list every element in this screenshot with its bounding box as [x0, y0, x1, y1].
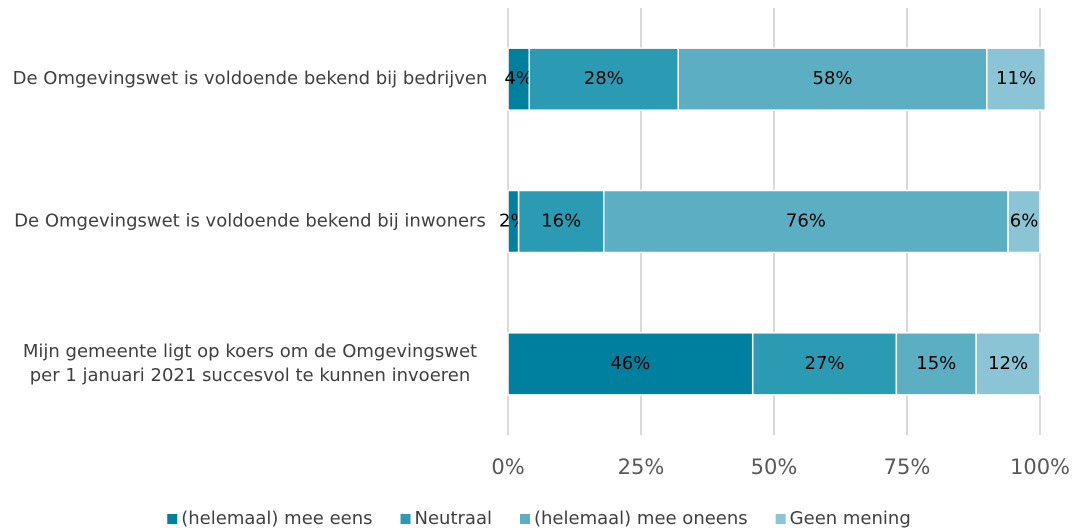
- data-label: 11%: [996, 68, 1036, 89]
- x-tick-label: 75%: [884, 455, 931, 479]
- data-label: 28%: [584, 68, 624, 89]
- data-label: 27%: [805, 353, 845, 374]
- data-label: 46%: [610, 353, 650, 374]
- legend-swatch: [400, 514, 411, 524]
- legend-swatch: [775, 514, 786, 524]
- legend-swatch: [519, 514, 530, 524]
- category-label: Mijn gemeente ligt op koers om de Omgevi…: [23, 341, 477, 386]
- data-label: 15%: [916, 353, 956, 374]
- bar-segment: [975, 332, 1041, 396]
- data-label: 6%: [1010, 211, 1039, 232]
- bar-segment: [603, 189, 1009, 254]
- legend-item: Neutraal: [400, 508, 492, 529]
- data-label: 76%: [786, 211, 826, 232]
- legend-item: (helemaal) mee oneens: [519, 508, 748, 529]
- bar-segment: [507, 332, 754, 396]
- category-label: De Omgevingswet is voldoende bekend bij …: [13, 68, 488, 89]
- x-tick-label: 50%: [751, 455, 798, 479]
- legend-label: (helemaal) mee eens: [181, 508, 372, 529]
- legend-label: (helemaal) mee oneens: [534, 508, 748, 529]
- data-label: 16%: [541, 211, 581, 232]
- legend-swatch: [167, 514, 178, 524]
- x-tick-label: 100%: [1010, 455, 1070, 479]
- bar-segment: [986, 47, 1047, 111]
- legend-item: Geen mening: [775, 508, 911, 529]
- bar-segment: [895, 332, 977, 396]
- data-label: 58%: [813, 68, 853, 89]
- legend-label: Neutraal: [415, 508, 492, 529]
- x-tick-label: 0%: [491, 455, 524, 479]
- data-label: 4%: [504, 68, 533, 89]
- category-label: De Omgevingswet is voldoende bekend bij …: [14, 211, 486, 232]
- bar-segment: [528, 47, 679, 111]
- bar-segment: [1007, 189, 1041, 254]
- x-tick-label: 25%: [618, 455, 665, 479]
- bar-segment: [517, 189, 605, 254]
- legend-item: (helemaal) mee eens: [167, 508, 373, 529]
- legend-label: Geen mening: [790, 508, 911, 529]
- data-label: 12%: [988, 353, 1028, 374]
